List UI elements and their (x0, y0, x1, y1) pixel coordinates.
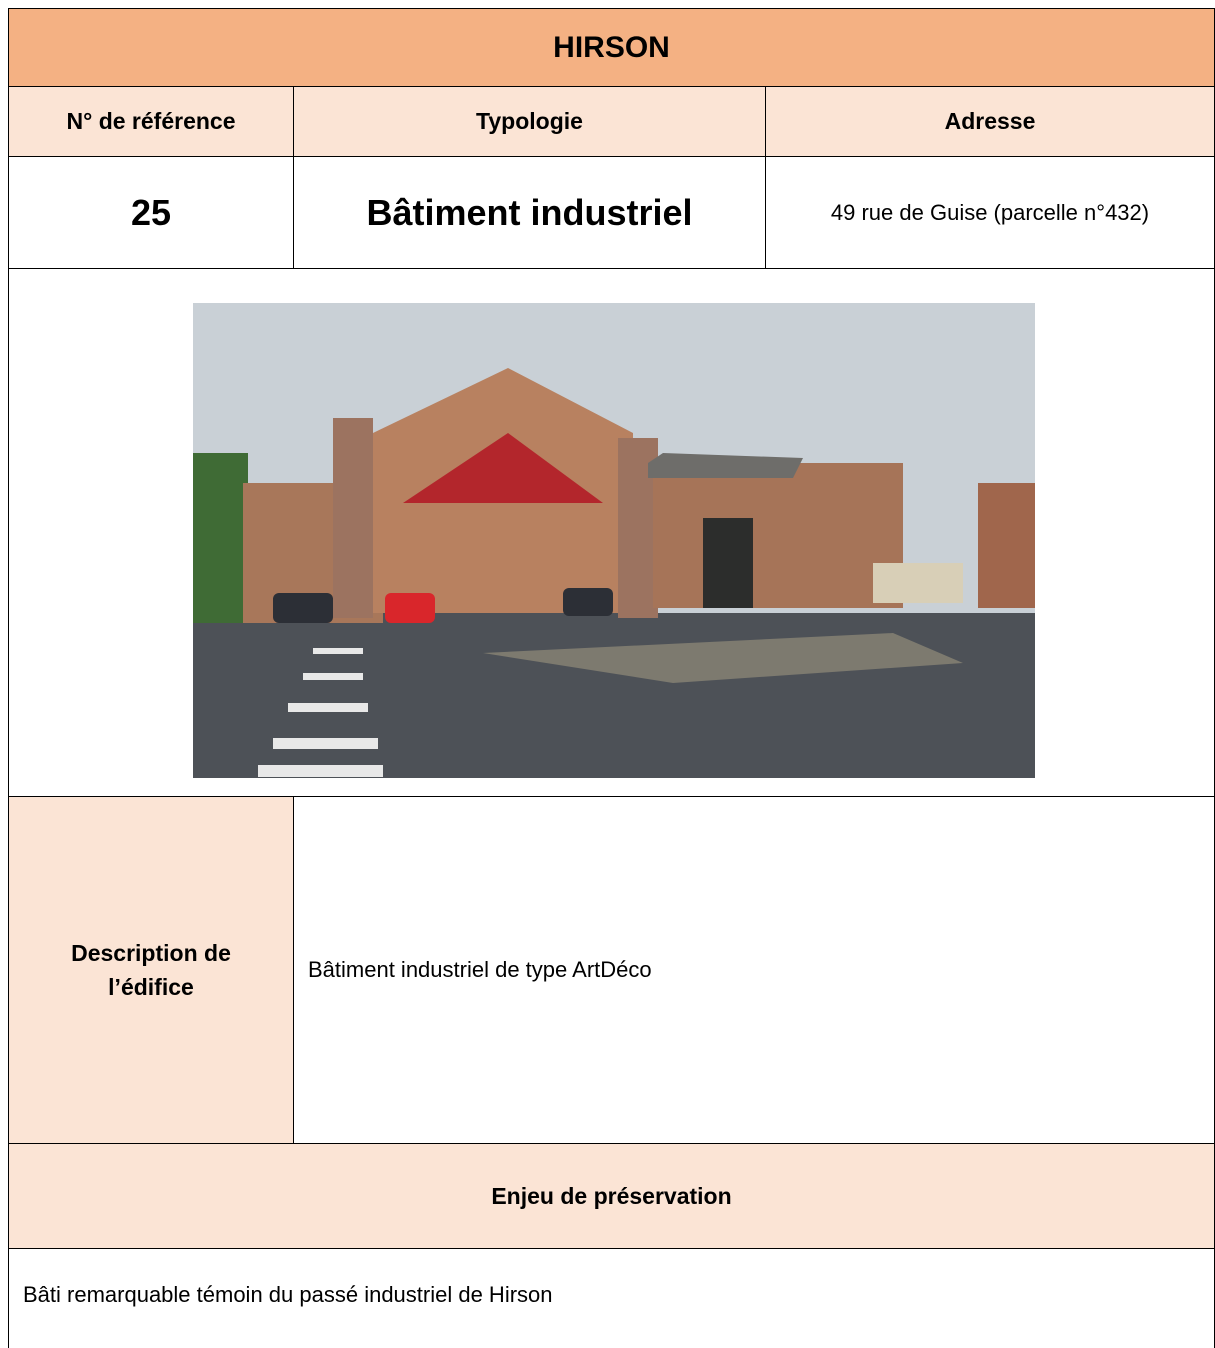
reference-number: 25 (8, 156, 294, 269)
column-header: Adresse (765, 86, 1215, 157)
preservation-text: Bâti remarquable témoin du passé industr… (8, 1248, 1215, 1348)
preservation-label: Enjeu de préservation (8, 1143, 1215, 1249)
photo-cell (8, 268, 1215, 797)
address: 49 rue de Guise (parcelle n°432) (765, 156, 1215, 269)
column-header: Typologie (293, 86, 766, 157)
column-header: N° de référence (8, 86, 294, 157)
building-photo (193, 303, 1035, 778)
title: HIRSON (8, 8, 1215, 87)
description-text: Bâtiment industriel de type ArtDéco (293, 796, 1215, 1144)
typology: Bâtiment industriel (293, 156, 766, 269)
description-label: Description de l’édifice (8, 796, 294, 1144)
